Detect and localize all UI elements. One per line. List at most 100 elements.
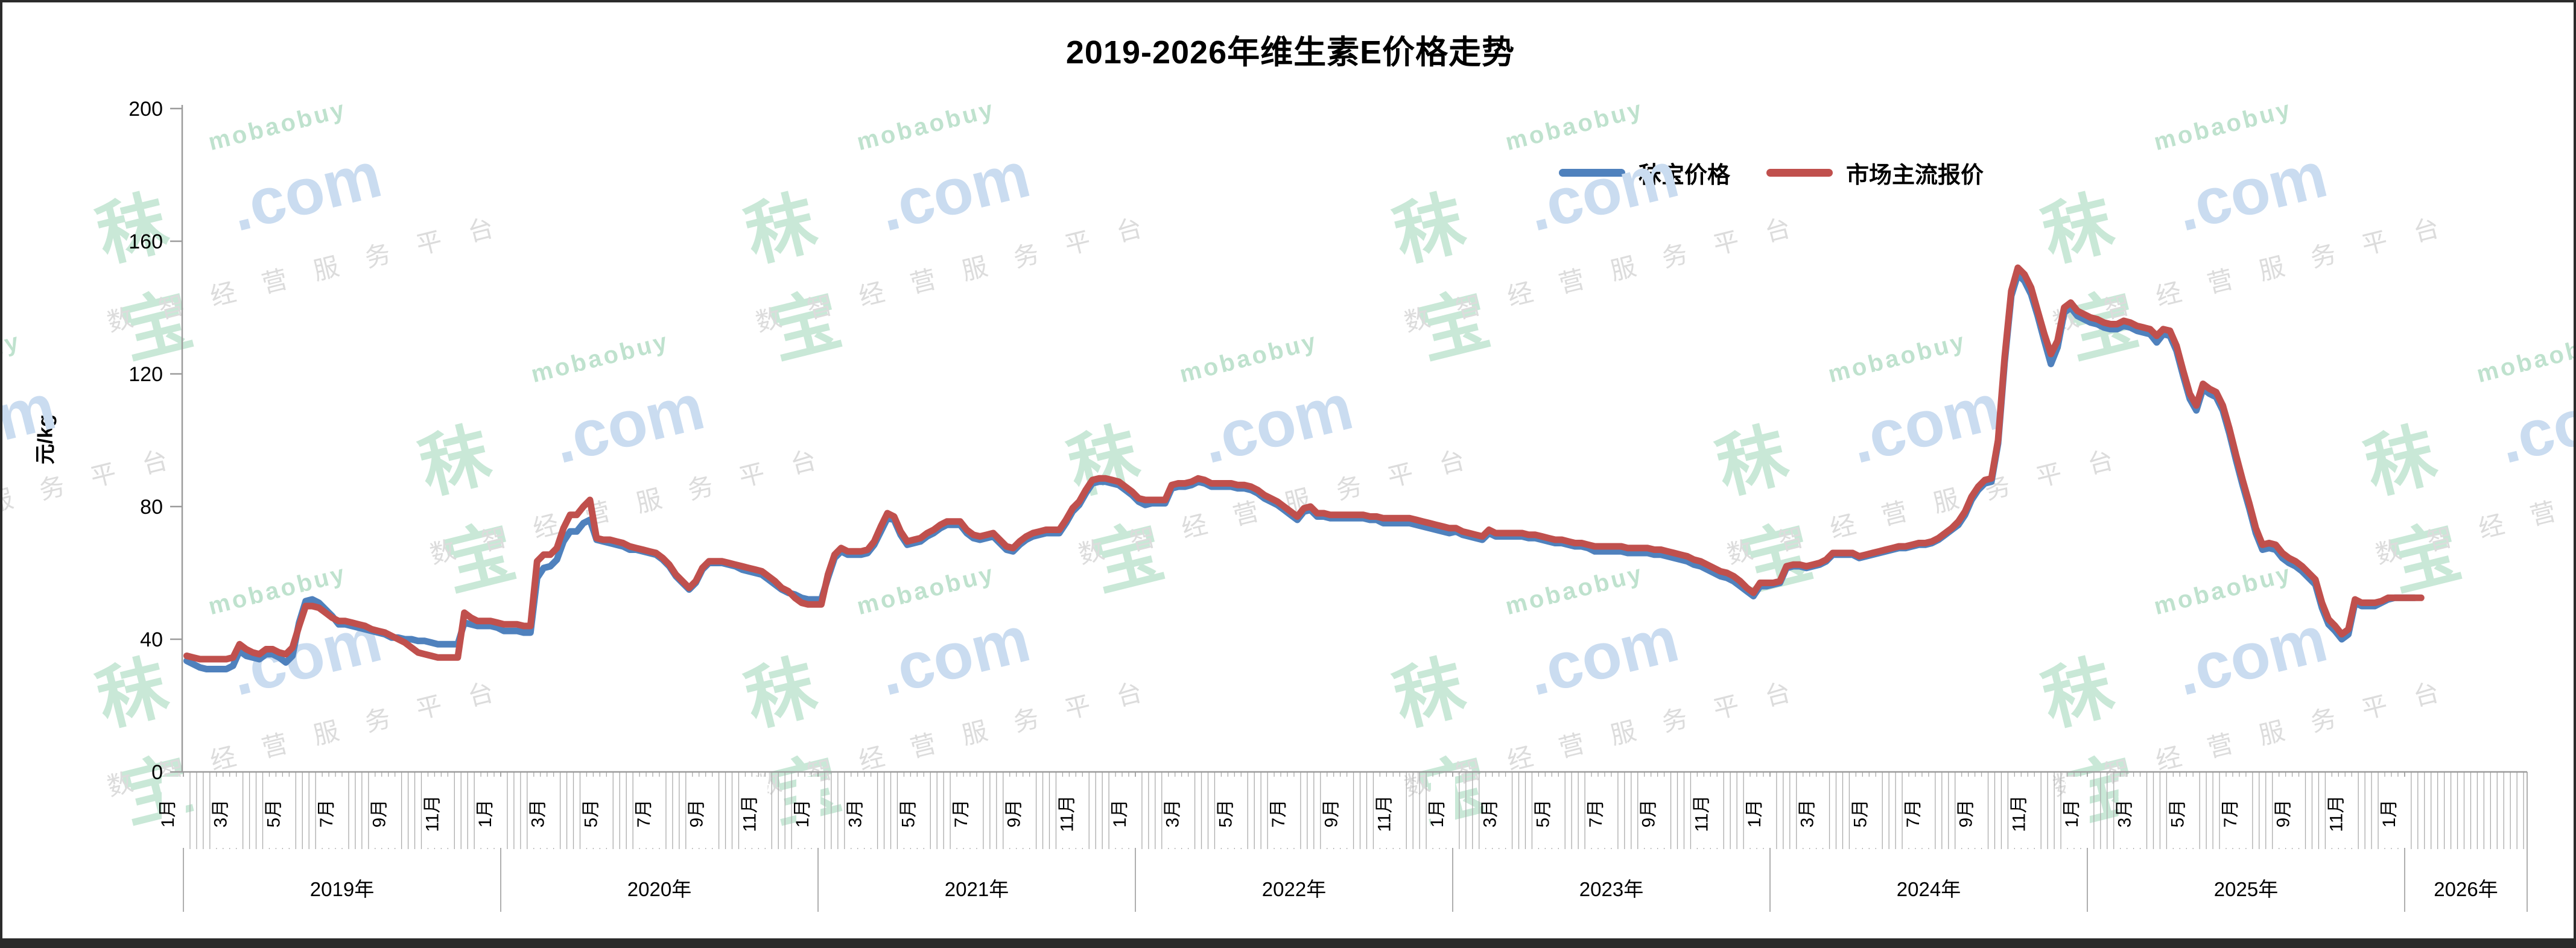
x-month-label: 7月	[1586, 800, 1606, 828]
month-label-bg	[1325, 777, 1350, 848]
month-label-bg	[1801, 777, 1826, 848]
month-label-bg	[796, 777, 820, 848]
month-label-bg	[2066, 777, 2090, 848]
month-label-bg	[426, 777, 451, 848]
x-month-label: 1月	[793, 800, 813, 828]
month-label-bg	[1748, 777, 1772, 848]
month-label-bg	[1061, 777, 1085, 848]
x-month-label: 3月	[1798, 800, 1818, 828]
month-label-bg	[2383, 777, 2407, 848]
x-month-label: 9月	[1322, 800, 1342, 828]
x-year-label: 2021年	[945, 878, 1009, 900]
x-month-label: 5月	[2168, 800, 2187, 828]
series-line-market-quote	[183, 264, 2425, 663]
month-label-bg	[2277, 777, 2302, 848]
month-label-bg	[1272, 777, 1296, 848]
month-label-bg	[2330, 777, 2355, 848]
month-label-bg	[1695, 777, 1720, 848]
x-month-label: 1月	[1745, 800, 1765, 828]
x-month-label: 11月	[2326, 795, 2346, 832]
month-label-bg	[1114, 777, 1138, 848]
x-month-label: 3月	[211, 800, 231, 828]
y-tick-label: 160	[128, 230, 163, 253]
x-month-label: 1月	[2379, 800, 2399, 828]
x-month-label: 5月	[1533, 800, 1553, 828]
month-label-bg	[2013, 777, 2037, 848]
x-month-label: 3月	[1480, 800, 1500, 828]
y-tick-label: 120	[128, 363, 163, 386]
y-tick-label: 40	[140, 628, 163, 651]
month-label-bg	[531, 777, 556, 848]
month-label-bg	[1854, 777, 1879, 848]
month-label-bg	[849, 777, 874, 848]
x-month-label: 11月	[740, 795, 760, 832]
legend-label: 秣宝价格	[1639, 163, 1731, 188]
x-month-label: 7月	[1903, 800, 1923, 828]
bottom-border-bar	[2, 938, 2574, 948]
x-month-label: 11月	[2009, 795, 2029, 832]
legend-item-mobao-price: 秣宝价格	[1559, 156, 1730, 189]
chart-title: 2019-2026年维生素E价格走势	[1065, 34, 1515, 71]
x-month-label: 9月	[687, 800, 707, 828]
x-month-label: 9月	[1956, 800, 1976, 828]
x-month-label: 7月	[317, 800, 337, 828]
x-year-label: 2023年	[1579, 878, 1643, 900]
month-label-bg	[2224, 777, 2248, 848]
x-month-label: 5月	[581, 800, 601, 828]
y-tick-label: 200	[128, 98, 163, 121]
x-month-label: 11月	[1057, 795, 1077, 832]
month-label-bg	[320, 777, 344, 848]
month-label-bg	[1007, 777, 1032, 848]
month-label-bg	[1483, 777, 1508, 848]
x-month-label: 3月	[1163, 800, 1183, 828]
month-label-bg	[1219, 777, 1244, 848]
x-month-label: 7月	[634, 800, 654, 828]
x-year-label: 2019年	[310, 878, 374, 900]
month-label-bg	[214, 777, 239, 848]
x-month-label: 7月	[1269, 800, 1289, 828]
x-month-label: 11月	[1692, 795, 1712, 832]
legend-item-market-quote: 市场主流报价	[1766, 156, 1984, 189]
month-label-bg	[1907, 777, 1931, 848]
x-month-label: 1月	[158, 800, 178, 828]
month-label-bg	[1378, 777, 1403, 848]
x-month-label: 9月	[1004, 800, 1024, 828]
x-month-label: 5月	[1216, 800, 1236, 828]
y-tick-label: 80	[140, 496, 163, 519]
x-month-label: 5月	[1850, 800, 1870, 828]
month-label-bg	[638, 777, 662, 848]
x-year-label: 2026年	[2434, 878, 2498, 900]
month-label-bg	[955, 777, 979, 848]
month-label-bg	[1590, 777, 1614, 848]
month-label-bg	[585, 777, 609, 848]
x-month-label: 11月	[422, 795, 442, 832]
month-label-bg	[2171, 777, 2196, 848]
x-month-label: 1月	[475, 800, 495, 828]
x-month-label: 11月	[1374, 795, 1394, 832]
x-year-label: 2022年	[1262, 878, 1326, 900]
y-tick-label: 0	[151, 761, 163, 784]
x-month-label: 1月	[1427, 800, 1447, 828]
x-month-label: 9月	[1639, 800, 1659, 828]
x-month-label: 1月	[2062, 800, 2082, 828]
x-month-label: 5月	[898, 800, 918, 828]
x-month-label: 7月	[2221, 800, 2241, 828]
x-month-label: 3月	[2115, 800, 2135, 828]
month-label-bg	[902, 777, 927, 848]
x-month-label: 3月	[528, 800, 548, 828]
month-label-bg	[1431, 777, 1455, 848]
month-label-bg	[690, 777, 715, 848]
month-label-bg	[1166, 777, 1191, 848]
month-label-bg	[373, 777, 398, 848]
x-month-label: 7月	[951, 800, 971, 828]
x-year-label: 2025年	[2214, 878, 2278, 900]
month-label-bg	[479, 777, 503, 848]
x-month-label: 9月	[2274, 800, 2294, 828]
x-month-label: 5月	[264, 800, 284, 828]
legend: 秣宝价格 市场主流报价	[1559, 156, 1984, 189]
x-year-label: 2024年	[1897, 878, 1961, 900]
x-month-label: 3月	[846, 800, 866, 828]
month-label-bg	[2118, 777, 2143, 848]
